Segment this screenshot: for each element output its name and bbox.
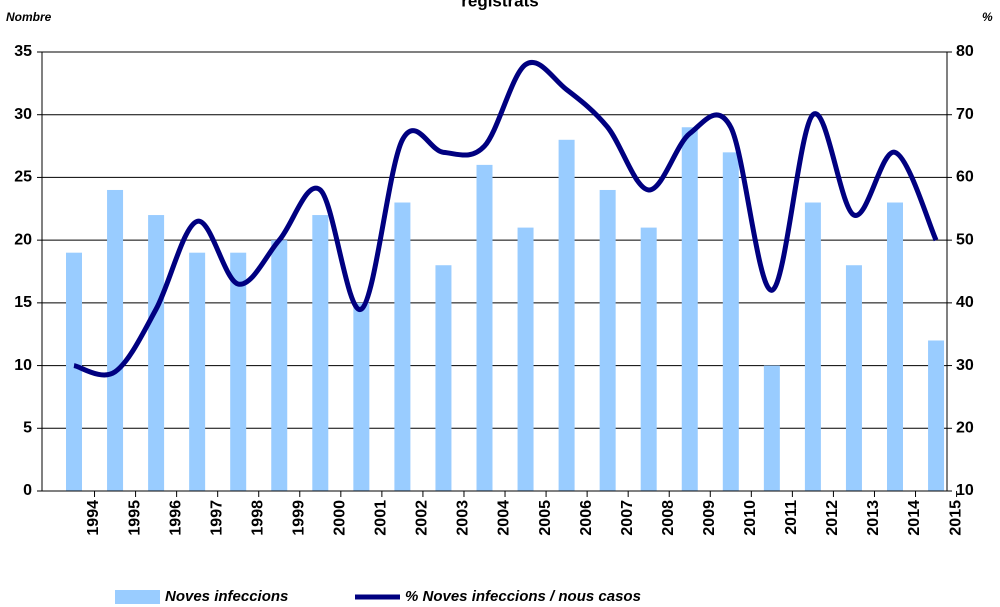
bar [148, 215, 165, 492]
y2-tick-label: 60 [956, 169, 974, 186]
x-tick-label: 2010 [742, 500, 759, 536]
x-tick-label: 2015 [947, 500, 964, 536]
x-tick-label: 1998 [249, 500, 266, 536]
x-tick-label: 2012 [824, 500, 841, 536]
bar [640, 227, 657, 491]
y-axis-label: Nombre [6, 10, 52, 24]
x-tick-label: 2006 [578, 500, 595, 536]
y2-tick-label: 10 [956, 482, 974, 499]
y2-tick-label: 80 [956, 43, 974, 60]
x-tick-label: 2013 [865, 500, 882, 536]
y2-tick-label: 70 [956, 106, 974, 123]
y-tick-label: 30 [14, 106, 32, 123]
y2-tick-label: 50 [956, 231, 974, 248]
bar [476, 164, 493, 491]
bar [394, 202, 411, 491]
y-tick-label: 25 [14, 169, 32, 186]
x-tick-label: 2005 [537, 500, 554, 536]
x-tick-label: 2007 [619, 500, 636, 536]
x-tick-label: 1995 [126, 500, 143, 536]
bar [928, 340, 945, 491]
x-tick-label: 1994 [85, 500, 102, 536]
bar [722, 152, 739, 492]
y-tick-label: 5 [23, 420, 32, 437]
x-tick-label: 2011 [783, 500, 800, 535]
bar [189, 252, 206, 491]
y2-tick-label: 40 [956, 294, 974, 311]
bar [845, 265, 862, 491]
x-tick-label: 2003 [455, 500, 472, 536]
y2-tick-label: 30 [956, 357, 974, 374]
y-tick-label: 20 [14, 231, 32, 248]
bar [107, 189, 124, 491]
y-tick-label: 35 [14, 43, 32, 60]
bar [681, 127, 698, 491]
x-tick-label: 2008 [660, 500, 677, 536]
bar [312, 215, 329, 492]
chart-title: registrats [461, 0, 538, 10]
legend-label: Noves infeccions [165, 588, 288, 605]
bar [353, 302, 370, 491]
y-tick-label: 0 [23, 482, 32, 499]
bar [599, 189, 616, 491]
y-tick-label: 15 [14, 294, 32, 311]
legend-label: % Noves infeccions / nous casos [405, 588, 641, 605]
line [73, 60, 939, 378]
bar [66, 252, 82, 491]
bar [271, 240, 288, 491]
x-tick-label: 1999 [290, 500, 307, 536]
y2-tick-label: 20 [956, 420, 974, 437]
bar [230, 252, 247, 491]
bar [804, 202, 821, 491]
x-tick-label: 2001 [373, 500, 390, 536]
x-tick-label: 2000 [332, 500, 349, 536]
bar [763, 365, 780, 491]
x-tick-label: 2004 [496, 500, 513, 536]
x-tick-label: 1997 [208, 500, 225, 536]
y-tick-label: 10 [14, 357, 32, 374]
x-tick-label: 1996 [167, 500, 184, 536]
y2-axis-label: % [982, 10, 993, 24]
x-tick-label: 2002 [414, 500, 431, 536]
x-tick-label: 2014 [906, 500, 923, 536]
bar [517, 227, 534, 491]
bar [558, 139, 575, 492]
x-tick-label: 2009 [701, 500, 718, 536]
bar [887, 202, 903, 491]
bar [435, 265, 452, 491]
legend-swatch [115, 590, 160, 604]
